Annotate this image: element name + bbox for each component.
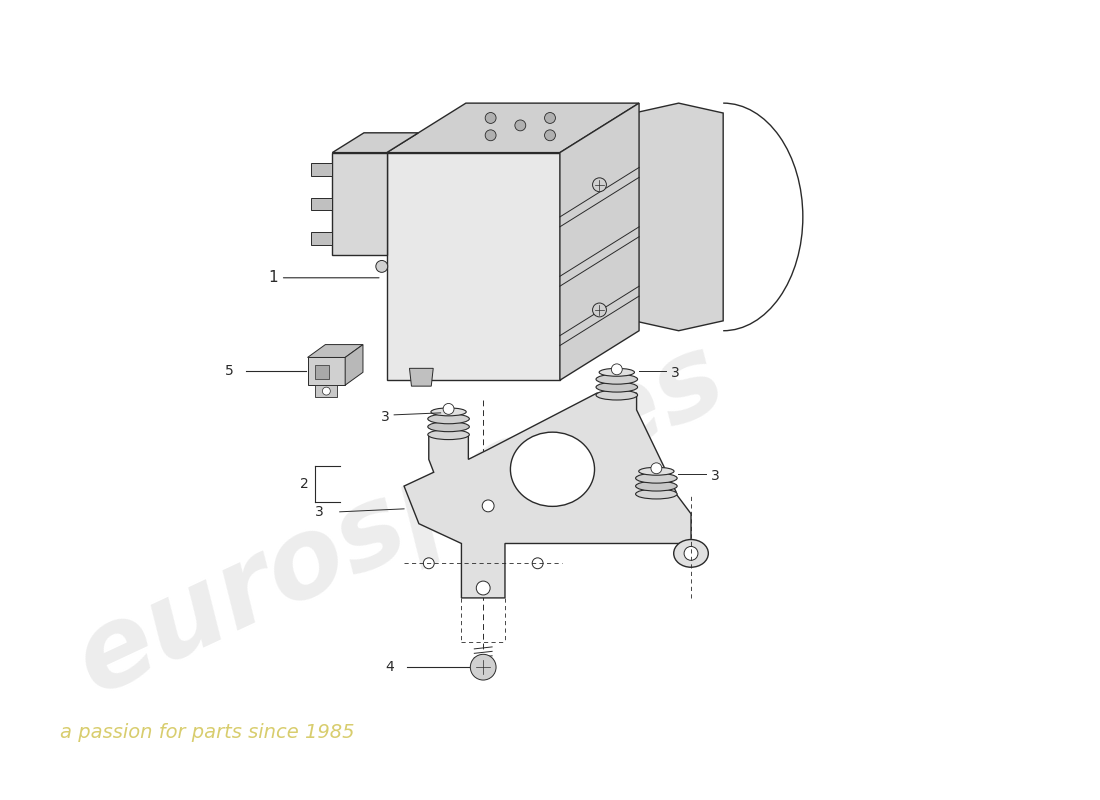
Ellipse shape xyxy=(639,467,674,475)
Polygon shape xyxy=(560,103,639,380)
Circle shape xyxy=(515,120,526,131)
Circle shape xyxy=(651,463,662,474)
Ellipse shape xyxy=(636,489,678,499)
Ellipse shape xyxy=(428,430,470,439)
Circle shape xyxy=(532,558,543,569)
Circle shape xyxy=(485,113,496,123)
Circle shape xyxy=(612,364,623,374)
Polygon shape xyxy=(404,393,691,598)
Polygon shape xyxy=(387,153,560,380)
Text: 2: 2 xyxy=(300,477,309,491)
Circle shape xyxy=(424,558,434,569)
Circle shape xyxy=(593,178,606,192)
Text: 3: 3 xyxy=(381,410,389,424)
Ellipse shape xyxy=(673,539,708,567)
Text: 3: 3 xyxy=(711,469,719,483)
Circle shape xyxy=(544,113,556,123)
Ellipse shape xyxy=(636,474,678,483)
Polygon shape xyxy=(332,153,387,255)
Polygon shape xyxy=(332,133,418,153)
Circle shape xyxy=(471,654,496,680)
Polygon shape xyxy=(634,103,723,330)
Text: eurospares: eurospares xyxy=(60,322,742,716)
Ellipse shape xyxy=(428,414,470,424)
Circle shape xyxy=(485,130,496,141)
Polygon shape xyxy=(387,103,639,153)
Polygon shape xyxy=(308,345,363,358)
Ellipse shape xyxy=(636,481,678,491)
Polygon shape xyxy=(409,368,433,386)
Circle shape xyxy=(593,303,606,317)
Text: a passion for parts since 1985: a passion for parts since 1985 xyxy=(60,723,354,742)
Ellipse shape xyxy=(596,374,638,384)
Polygon shape xyxy=(310,232,332,245)
Polygon shape xyxy=(308,358,345,385)
Ellipse shape xyxy=(510,432,594,506)
Polygon shape xyxy=(316,385,338,397)
Text: 5: 5 xyxy=(224,364,233,378)
Circle shape xyxy=(482,500,494,512)
Polygon shape xyxy=(310,198,332,210)
Text: 3: 3 xyxy=(671,366,680,380)
Circle shape xyxy=(322,387,330,395)
Ellipse shape xyxy=(596,390,638,400)
Ellipse shape xyxy=(600,368,635,376)
Circle shape xyxy=(544,130,556,141)
Polygon shape xyxy=(310,163,332,176)
Circle shape xyxy=(476,581,491,595)
Ellipse shape xyxy=(428,422,470,432)
Text: 3: 3 xyxy=(315,505,323,519)
Circle shape xyxy=(376,261,387,272)
Circle shape xyxy=(684,546,697,560)
Ellipse shape xyxy=(596,382,638,392)
Polygon shape xyxy=(345,345,363,385)
Text: 4: 4 xyxy=(385,660,394,674)
Ellipse shape xyxy=(431,408,466,416)
Circle shape xyxy=(443,403,454,414)
Polygon shape xyxy=(316,366,329,379)
Text: 1: 1 xyxy=(268,270,379,286)
